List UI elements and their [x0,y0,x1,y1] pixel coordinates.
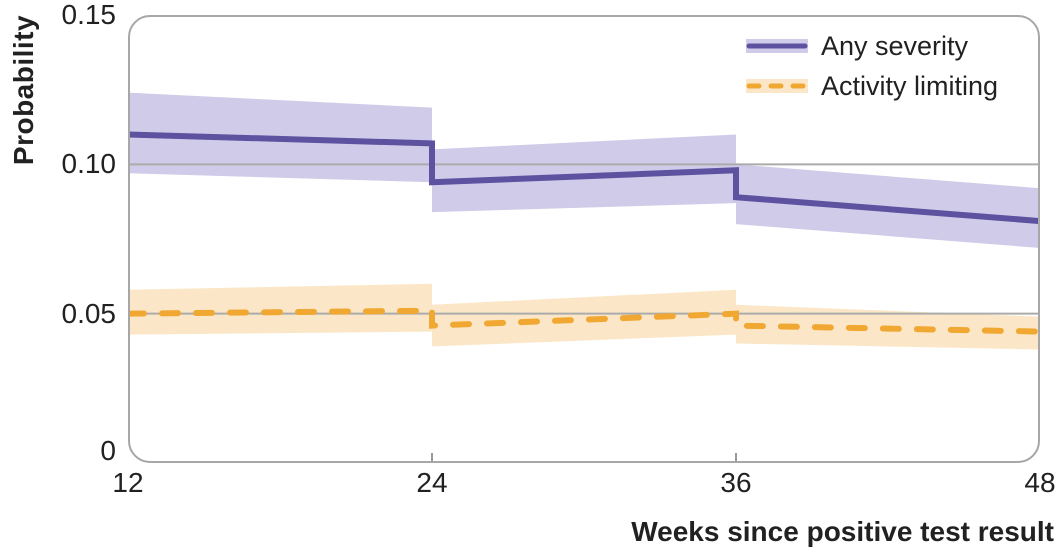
legend-item-any-severity: Any severity [746,26,998,66]
x-axis-title: Weeks since positive test result [631,516,1054,547]
y-tick-label: 0.15 [61,0,117,30]
line-any-severity [128,131,1040,225]
dashed-line-swatch-icon [746,79,808,93]
legend-label: Activity limiting [821,70,999,101]
x-tick-label: 24 [416,467,448,498]
y-tick-label: 0.10 [61,148,117,179]
plot-svg [128,92,1040,463]
legend-label: Any severity [821,30,969,61]
y-tick-label: 0 [100,435,116,466]
solid-line-swatch-icon [746,39,808,53]
x-tick-label: 48 [1024,467,1056,498]
ci-band-activity-limiting [432,289,736,347]
line-activity-limiting [128,307,1040,335]
legend: Any severity Activity limiting [746,26,998,106]
y-tick-label: 0.05 [61,298,117,329]
legend-item-activity-limiting: Activity limiting [746,66,998,106]
plot-area [128,15,1040,463]
x-tick-label: 12 [112,467,144,498]
x-tick-label: 36 [720,467,752,498]
